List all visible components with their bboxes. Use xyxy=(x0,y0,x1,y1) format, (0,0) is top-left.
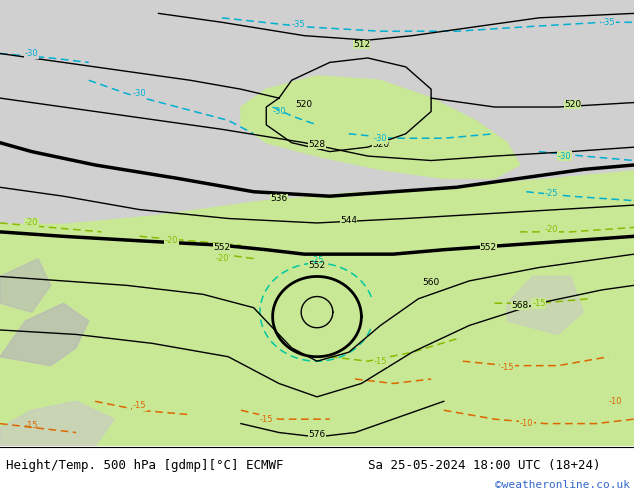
Text: 552: 552 xyxy=(479,243,497,252)
Text: 520: 520 xyxy=(295,100,313,109)
Text: -15: -15 xyxy=(259,415,273,424)
Text: -15: -15 xyxy=(532,299,546,308)
Text: -10: -10 xyxy=(608,397,622,406)
Text: -35: -35 xyxy=(291,20,305,29)
Text: -10: -10 xyxy=(519,419,533,428)
Polygon shape xyxy=(241,76,520,178)
Text: 544: 544 xyxy=(340,216,357,225)
Text: -20: -20 xyxy=(164,236,178,245)
Text: 576: 576 xyxy=(308,430,326,439)
Text: -15: -15 xyxy=(500,364,514,372)
Text: 552: 552 xyxy=(213,243,231,252)
Text: -15: -15 xyxy=(25,421,39,430)
Text: -20: -20 xyxy=(545,225,559,234)
Text: 560: 560 xyxy=(422,278,440,287)
Text: -30: -30 xyxy=(373,134,387,143)
Text: -30: -30 xyxy=(272,107,286,116)
Text: ©weatheronline.co.uk: ©weatheronline.co.uk xyxy=(495,480,630,490)
Polygon shape xyxy=(0,259,51,312)
Text: 552: 552 xyxy=(308,261,326,270)
Text: -15: -15 xyxy=(133,401,146,410)
Text: -20: -20 xyxy=(25,219,39,227)
Text: -25: -25 xyxy=(310,256,324,266)
Text: -20: -20 xyxy=(215,254,229,263)
Polygon shape xyxy=(507,276,583,334)
Text: Height/Temp. 500 hPa [gdmp][°C] ECMWF: Height/Temp. 500 hPa [gdmp][°C] ECMWF xyxy=(6,459,284,472)
Text: 568: 568 xyxy=(511,301,529,310)
Polygon shape xyxy=(114,125,266,187)
Text: -25: -25 xyxy=(545,190,559,198)
Polygon shape xyxy=(0,0,634,223)
Text: 520: 520 xyxy=(564,100,581,109)
Text: -35: -35 xyxy=(602,18,616,27)
Polygon shape xyxy=(0,303,89,366)
Text: 536: 536 xyxy=(270,194,288,203)
Text: 520: 520 xyxy=(372,140,389,149)
Text: Sa 25-05-2024 18:00 UTC (18+24): Sa 25-05-2024 18:00 UTC (18+24) xyxy=(368,459,600,472)
Text: 512: 512 xyxy=(353,40,370,49)
Text: -30: -30 xyxy=(133,89,146,98)
Text: 528: 528 xyxy=(308,140,326,149)
Text: -30: -30 xyxy=(557,151,571,161)
Text: -15: -15 xyxy=(373,357,387,366)
Polygon shape xyxy=(0,401,114,446)
Text: -30: -30 xyxy=(25,49,39,58)
